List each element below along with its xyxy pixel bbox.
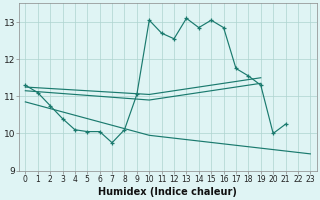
X-axis label: Humidex (Indice chaleur): Humidex (Indice chaleur): [98, 187, 237, 197]
